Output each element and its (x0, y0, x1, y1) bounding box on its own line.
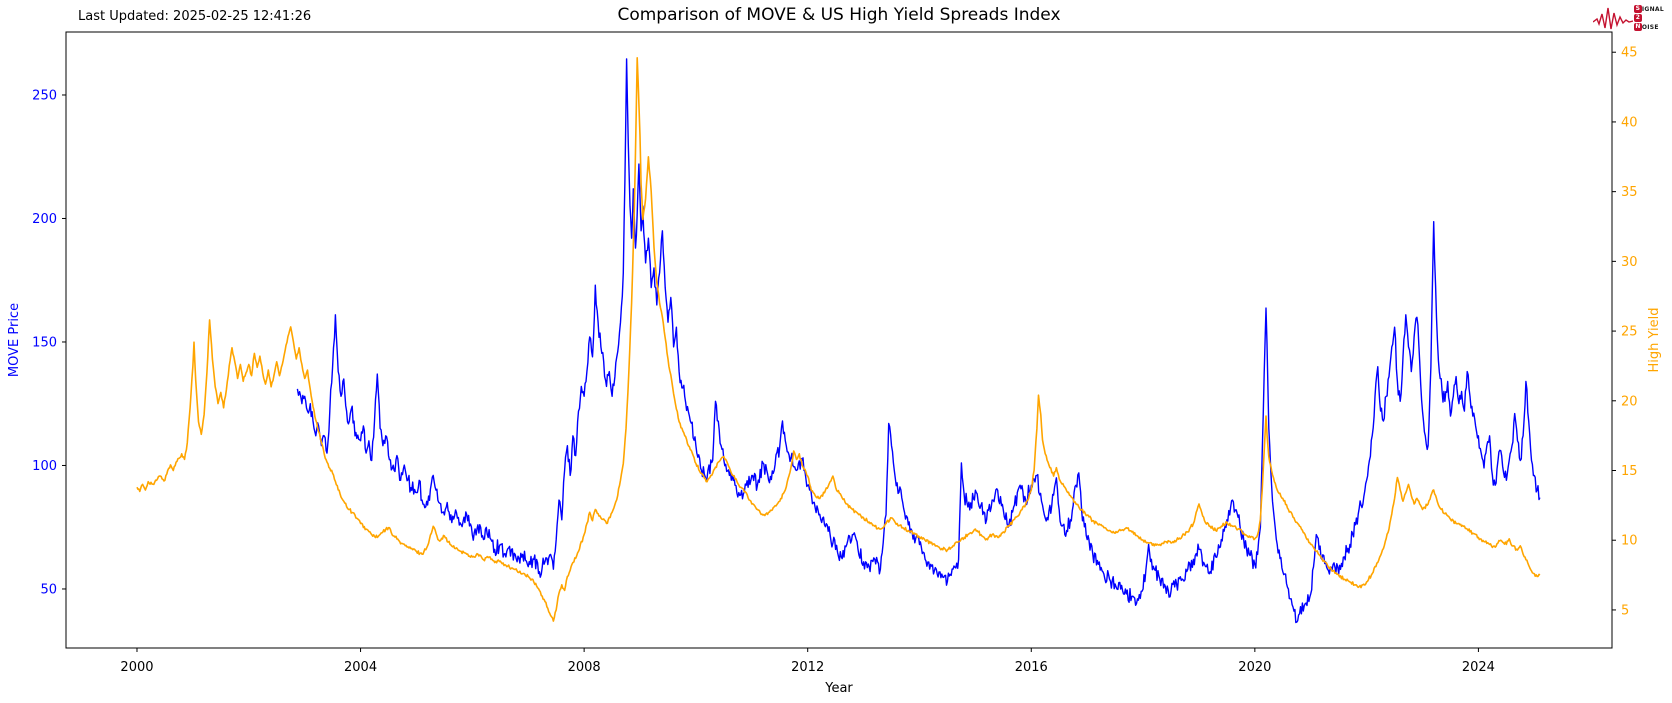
x-axis-label: Year (824, 681, 853, 696)
hy-axis-tick-label: 40 (1621, 115, 1638, 130)
hy-axis-label: High Yield (1647, 308, 1662, 373)
logo-letter-s: S (1633, 5, 1642, 13)
hy-axis-tick-label: 15 (1621, 464, 1638, 479)
logo-wordmark: S IGNAL 2 N OISE (1633, 5, 1664, 31)
x-axis-tick-label: 2004 (344, 660, 377, 675)
high-yield-series-line (136, 57, 1541, 622)
x-axis-tick-label: 2024 (1462, 660, 1495, 675)
last-updated-text: Last Updated: 2025-02-25 12:41:26 (78, 9, 312, 24)
hy-axis-tick-label: 10 (1621, 534, 1638, 549)
hy-axis-tick-label: 35 (1621, 185, 1638, 200)
logo-letter-n: N (1633, 23, 1642, 31)
chart-title: Comparison of MOVE & US High Yield Sprea… (617, 5, 1061, 25)
move-axis-tick-label: 150 (32, 335, 57, 350)
plot-border (65, 31, 1613, 649)
hy-axis-tick-label: 45 (1621, 46, 1638, 61)
hy-axis-tick-label: 30 (1621, 255, 1638, 270)
x-axis-tick-label: 2000 (120, 660, 153, 675)
logo-line-signal: S IGNAL (1633, 5, 1664, 13)
ecg-waveform-icon (1592, 7, 1633, 30)
move-axis-tick-label: 200 (32, 212, 57, 227)
signal2noise-logo: S IGNAL 2 N OISE (1592, 4, 1664, 32)
logo-line-2: 2 (1633, 14, 1664, 22)
hy-axis-tick-label: 20 (1621, 394, 1638, 409)
hy-axis-tick-label: 25 (1621, 325, 1638, 340)
move-series-line (296, 58, 1541, 624)
logo-line-noise: N OISE (1633, 23, 1659, 31)
x-axis-tick-label: 2016 (1015, 660, 1048, 675)
x-axis-tick-label: 2012 (791, 660, 824, 675)
x-axis-tick-label: 2020 (1238, 660, 1271, 675)
logo-digit-2: 2 (1633, 14, 1642, 22)
hy-axis-tick-label: 5 (1621, 603, 1629, 618)
x-axis-tick-label: 2008 (568, 660, 601, 675)
move-axis-label: MOVE Price (7, 303, 22, 377)
move-axis-tick-label: 250 (32, 88, 57, 103)
move-axis-tick-label: 50 (40, 582, 57, 597)
move-axis-tick-label: 100 (32, 459, 57, 474)
